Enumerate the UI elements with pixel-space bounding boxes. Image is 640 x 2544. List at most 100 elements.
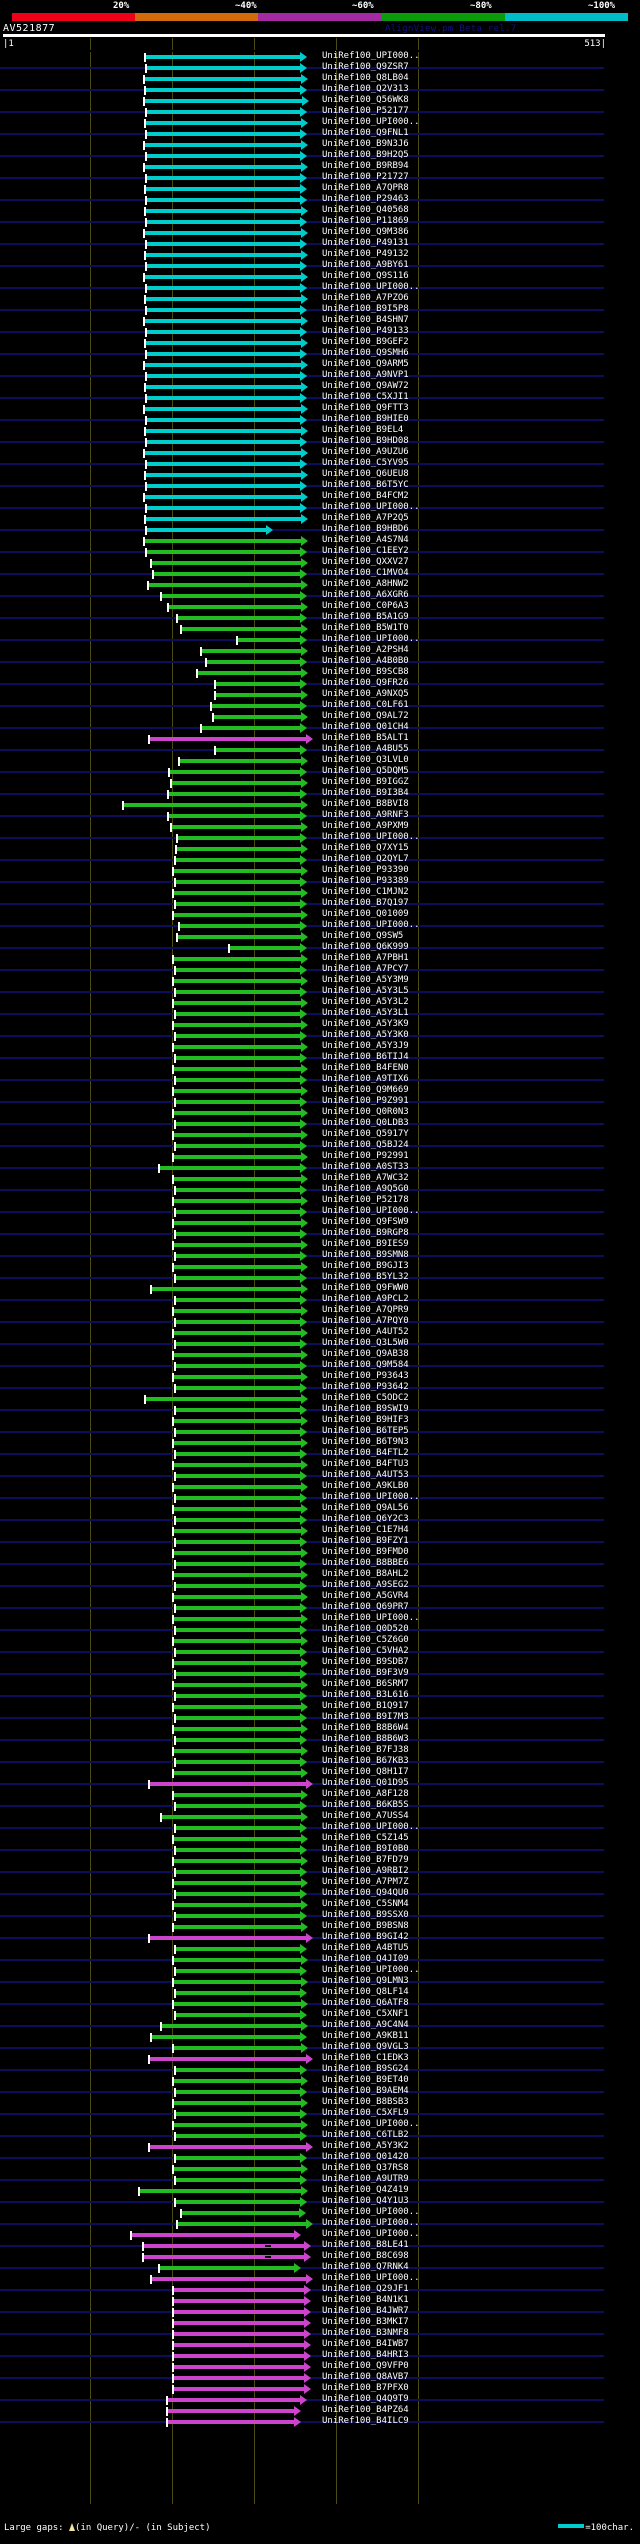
alignment-bar[interactable]: [150, 561, 301, 565]
table-row[interactable]: UniRef100_A9UTR9: [0, 2174, 640, 2186]
table-row[interactable]: UniRef100_B9EL4: [0, 425, 640, 437]
hit-label[interactable]: UniRef100_B9IES9: [322, 1239, 409, 1249]
table-row[interactable]: UniRef100_A8F128: [0, 1789, 640, 1801]
table-row[interactable]: UniRef100_Q01420: [0, 2152, 640, 2164]
table-row[interactable]: UniRef100_A7USS4: [0, 1811, 640, 1823]
alignment-bar[interactable]: [145, 264, 300, 268]
alignment-bar[interactable]: [172, 1463, 301, 1467]
table-row[interactable]: UniRef100_B5W1T0: [0, 623, 640, 635]
hit-label[interactable]: UniRef100_A9PXM9: [322, 821, 409, 831]
table-row[interactable]: UniRef100_B9HD08: [0, 436, 640, 448]
alignment-bar[interactable]: [180, 2211, 299, 2215]
hit-label[interactable]: UniRef100_B8C698: [322, 2251, 409, 2261]
hit-label[interactable]: UniRef100_A9KLB0: [322, 1481, 409, 1491]
alignment-bar[interactable]: [196, 671, 301, 675]
hit-label[interactable]: UniRef100_B4ILC9: [322, 2416, 409, 2426]
hit-label[interactable]: UniRef100_B8BVI8: [322, 799, 409, 809]
alignment-bar[interactable]: [170, 781, 301, 785]
table-row[interactable]: UniRef100_Q4Q9T9: [0, 2394, 640, 2406]
table-row[interactable]: UniRef100_B9AEM4: [0, 2086, 640, 2098]
table-row[interactable]: UniRef100_A5Y3M9: [0, 975, 640, 987]
alignment-bar[interactable]: [178, 924, 300, 928]
alignment-bar[interactable]: [170, 825, 301, 829]
hit-label[interactable]: UniRef100_Q9FR26: [322, 678, 409, 688]
hit-label[interactable]: UniRef100_A5Y3L5: [322, 986, 409, 996]
hit-label[interactable]: UniRef100_P9Z991: [322, 1096, 409, 1106]
hit-label[interactable]: UniRef100_C5Z145: [322, 1833, 409, 1843]
hit-label[interactable]: UniRef100_A9NVP1: [322, 370, 409, 380]
alignment-bar[interactable]: [174, 1056, 300, 1060]
alignment-bar[interactable]: [174, 1562, 300, 1566]
alignment-bar[interactable]: [172, 1243, 301, 1247]
alignment-bar[interactable]: [172, 1573, 301, 1577]
alignment-bar[interactable]: [142, 2255, 304, 2259]
table-row[interactable]: UniRef100_P93643: [0, 1371, 640, 1383]
table-row[interactable]: UniRef100_A9KLB0: [0, 1481, 640, 1493]
alignment-bar[interactable]: [160, 1815, 301, 1819]
hit-label[interactable]: UniRef100_Q9AL72: [322, 711, 409, 721]
table-row[interactable]: UniRef100_B9IES9: [0, 1239, 640, 1251]
hit-label[interactable]: UniRef100_P49133: [322, 326, 409, 336]
alignment-bar[interactable]: [175, 847, 301, 851]
hit-label[interactable]: UniRef100_Q9ARM5: [322, 359, 409, 369]
table-row[interactable]: UniRef100_B8B6W4: [0, 1723, 640, 1735]
alignment-bar[interactable]: [174, 1848, 300, 1852]
alignment-bar[interactable]: [138, 2189, 301, 2193]
hit-label[interactable]: UniRef100_B5A1G9: [322, 612, 409, 622]
table-row[interactable]: UniRef100_Q3LVL0: [0, 755, 640, 767]
table-row[interactable]: UniRef100_A9RBI2: [0, 1866, 640, 1878]
alignment-bar[interactable]: [130, 2233, 294, 2237]
alignment-bar[interactable]: [172, 1375, 301, 1379]
hit-label[interactable]: UniRef100_Q0R0N3: [322, 1107, 409, 1117]
hit-label[interactable]: UniRef100_A7PBH1: [322, 953, 409, 963]
table-row[interactable]: UniRef100_UPI000..: [0, 282, 640, 294]
table-row[interactable]: UniRef100_B9BSN8: [0, 1921, 640, 1933]
hit-label[interactable]: UniRef100_A7PCY7: [322, 964, 409, 974]
alignment-bar[interactable]: [176, 2222, 306, 2226]
table-row[interactable]: UniRef100_C5XJI1: [0, 392, 640, 404]
table-row[interactable]: UniRef100_UPI000..: [0, 2207, 640, 2219]
alignment-bar[interactable]: [145, 308, 300, 312]
alignment-bar[interactable]: [172, 1111, 301, 1115]
alignment-bar[interactable]: [172, 1639, 301, 1643]
hit-label[interactable]: UniRef100_B3MKI7: [322, 2317, 409, 2327]
table-row[interactable]: UniRef100_UPI000..: [0, 1206, 640, 1218]
hit-label[interactable]: UniRef100_Q9S116: [322, 271, 409, 281]
table-row[interactable]: UniRef100_A7PZO6: [0, 293, 640, 305]
table-row[interactable]: UniRef100_B4FTU3: [0, 1459, 640, 1471]
alignment-bar[interactable]: [174, 1210, 300, 1214]
hit-label[interactable]: UniRef100_Q40568: [322, 205, 409, 215]
table-row[interactable]: UniRef100_C5YV95: [0, 458, 640, 470]
hit-label[interactable]: UniRef100_B9F3V9: [322, 1668, 409, 1678]
hit-label[interactable]: UniRef100_Q37RS8: [322, 2163, 409, 2173]
alignment-bar[interactable]: [228, 946, 300, 950]
hit-label[interactable]: UniRef100_B4JWR7: [322, 2306, 409, 2316]
alignment-bar[interactable]: [172, 1705, 301, 1709]
hit-label[interactable]: UniRef100_UPI000..: [322, 832, 420, 842]
hit-label[interactable]: UniRef100_A9RNF3: [322, 810, 409, 820]
alignment-bar[interactable]: [172, 1177, 301, 1181]
alignment-bar[interactable]: [174, 2090, 300, 2094]
alignment-bar[interactable]: [148, 2145, 306, 2149]
alignment-bar[interactable]: [143, 363, 301, 367]
hit-label[interactable]: UniRef100_UPI000..: [322, 502, 420, 512]
table-row[interactable]: UniRef100_A5GVR4: [0, 1591, 640, 1603]
alignment-bar[interactable]: [145, 220, 300, 224]
hit-label[interactable]: UniRef100_Q9FTT3: [322, 403, 409, 413]
alignment-bar[interactable]: [143, 231, 301, 235]
hit-label[interactable]: UniRef100_UPI000..: [322, 1822, 420, 1832]
alignment-bar[interactable]: [172, 1881, 301, 1885]
alignment-bar[interactable]: [174, 2112, 300, 2116]
table-row[interactable]: UniRef100_A5Y3L5: [0, 986, 640, 998]
hit-label[interactable]: UniRef100_B7FJ38: [322, 1745, 409, 1755]
alignment-bar[interactable]: [174, 1012, 300, 1016]
hit-label[interactable]: UniRef100_Q9FNL1: [322, 128, 409, 138]
alignment-bar[interactable]: [200, 649, 301, 653]
alignment-bar[interactable]: [172, 1419, 301, 1423]
hit-label[interactable]: UniRef100_C5XJI1: [322, 392, 409, 402]
hit-label[interactable]: UniRef100_C5XFL9: [322, 2108, 409, 2118]
alignment-bar[interactable]: [172, 2354, 304, 2358]
alignment-bar[interactable]: [174, 1738, 300, 1742]
alignment-bar[interactable]: [174, 2156, 300, 2160]
table-row[interactable]: UniRef100_Q9SMH6: [0, 348, 640, 360]
